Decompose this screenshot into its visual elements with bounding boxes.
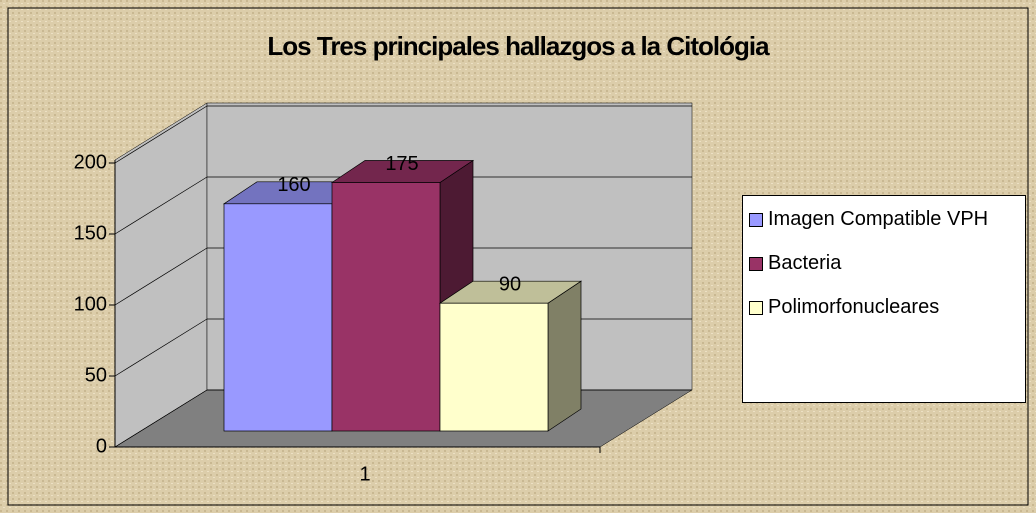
y-tick-label: 200 — [74, 151, 107, 173]
bar — [223, 203, 333, 432]
grid-line — [114, 176, 208, 235]
legend-item: Bacteria — [749, 252, 1019, 274]
x-tick-label: 1 — [359, 463, 370, 485]
chart-title: Los Tres principales hallazgos a la Cito… — [267, 31, 770, 61]
legend-item: Polimorfonucleares — [749, 296, 1019, 318]
legend-label: Imagen Compatible VPH — [768, 208, 989, 230]
data-label: 160 — [277, 174, 310, 196]
grid-line — [114, 105, 208, 164]
legend-label: Polimorfonucleares — [768, 296, 940, 318]
legend-item: Imagen Compatible VPH — [749, 208, 1019, 230]
y-tick-label: 100 — [74, 293, 107, 315]
grid-line — [114, 389, 208, 448]
bar-side — [547, 280, 582, 432]
grid-line — [114, 318, 208, 377]
legend-label: Bacteria — [768, 252, 842, 274]
bar — [439, 302, 549, 432]
legend-swatch — [749, 257, 763, 271]
legend-swatch — [749, 301, 763, 315]
border — [7, 7, 1029, 506]
bar — [331, 182, 441, 432]
legend-swatch — [749, 213, 763, 227]
y-tick-label: 50 — [85, 364, 107, 386]
y-tick-label: 150 — [74, 222, 107, 244]
y-tick-label: 0 — [96, 435, 107, 457]
data-label: 90 — [499, 273, 521, 295]
grid-line — [114, 247, 208, 306]
legend: Imagen Compatible VPH Bacteria Polimorfonu… — [742, 195, 1026, 403]
data-label: 175 — [385, 153, 418, 175]
